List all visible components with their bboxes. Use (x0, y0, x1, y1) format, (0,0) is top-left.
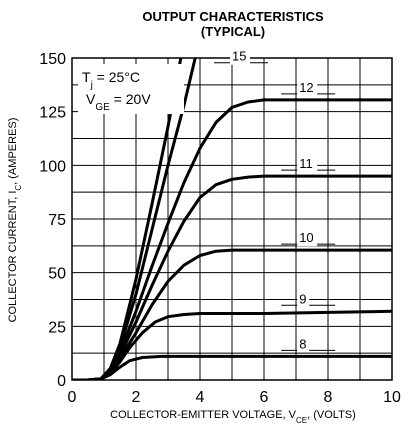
x-axis-label-sub: CE (296, 416, 307, 425)
y-tick-label: 100 (39, 158, 66, 175)
curve-label-vge-11: 11 (299, 156, 313, 171)
x-tick-label: 10 (383, 389, 401, 406)
x-axis-label-main: COLLECTOR-EMITTER VOLTAGE, V (110, 409, 296, 421)
conditions-background (78, 64, 184, 114)
x-tick-label: 2 (132, 389, 141, 406)
x-tick-label: 6 (260, 389, 269, 406)
y-axis-label-sub: C (14, 185, 23, 191)
x-tick-label: 4 (196, 389, 205, 406)
chart-subtitle: (TYPICAL) (201, 24, 265, 39)
curve-label-vge-10: 10 (299, 230, 313, 245)
x-tick-label: 0 (68, 389, 77, 406)
curve-label-background (297, 337, 310, 353)
y-axis-label-suffix: , (AMPERES) (7, 118, 19, 185)
x-axis-label: COLLECTOR-EMITTER VOLTAGE, VCE, (VOLTS) (110, 409, 356, 425)
condition-line: VGE = 20V (86, 91, 151, 113)
y-tick-label: 50 (48, 266, 66, 283)
y-tick-label: 125 (39, 105, 66, 122)
y-axis-label: COLLECTOR CURRENT, IC, (AMPERES) (7, 118, 23, 323)
y-axis-label-main: COLLECTOR CURRENT, I (7, 191, 19, 323)
curve-label-vge-8: 8 (299, 336, 306, 351)
curve-label-vge-9: 9 (299, 291, 306, 306)
curve-label-vge-12: 12 (299, 80, 313, 95)
x-tick-label: 8 (324, 389, 333, 406)
curve-label-background (230, 49, 250, 65)
curve-label-background (297, 157, 318, 173)
y-tick-label: 25 (48, 319, 66, 336)
condition-line: Tj = 25°C (82, 69, 140, 91)
curve-label-vge-15: 15 (232, 49, 246, 64)
y-tick-label: 150 (39, 51, 66, 68)
chart-title: OUTPUT CHARACTERISTICS (142, 9, 324, 24)
curve-label-background (297, 292, 310, 308)
curve-label-background (297, 231, 318, 247)
curve-vge-15 (72, 58, 183, 380)
curve-labels: 8 9 10 11 12 15 (214, 49, 336, 353)
y-tick-label: 75 (48, 212, 66, 229)
x-axis-label-suffix: , (VOLTS) (307, 409, 356, 421)
curves (72, 58, 392, 380)
curve-label-background (297, 80, 318, 96)
y-tick-label: 0 (57, 373, 66, 390)
